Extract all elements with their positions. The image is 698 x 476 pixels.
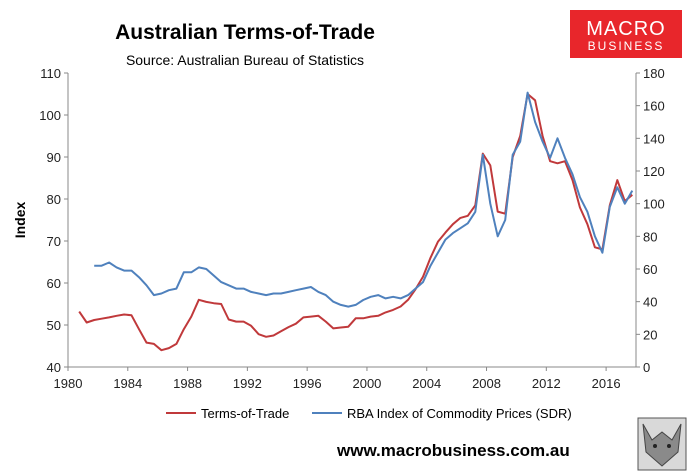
series-layer: [78, 91, 634, 352]
right-axis-ticks: 0 20 40 60 80 100 120 140 160 180: [636, 66, 665, 375]
logo-background: [570, 10, 682, 58]
right-tick-label: 40: [643, 295, 657, 310]
left-tick-label: 70: [47, 234, 61, 249]
x-axis-ticks: 1980 1984 1988 1992 1996 2000 2004 2008 2012 2016: [54, 367, 621, 391]
website-url: www.macrobusiness.com.au: [336, 441, 570, 460]
legend-label-rba-index: RBA Index of Commodity Prices (SDR): [347, 406, 572, 421]
right-tick-label: 140: [643, 131, 665, 146]
wolf-logo-icon: [637, 417, 687, 471]
left-axis-ticks: 40 50 60 70 80 90 100 110: [39, 66, 68, 375]
wolf-eye-left: [653, 444, 657, 448]
right-tick-label: 20: [643, 327, 657, 342]
wolf-head-shape: [642, 423, 682, 467]
x-tick-label: 2000: [352, 376, 381, 391]
right-tick-label: 100: [643, 197, 665, 212]
x-tick-label: 1988: [173, 376, 202, 391]
left-tick-label: 50: [47, 318, 61, 333]
y-axis-label: Index: [12, 202, 28, 239]
left-tick-label: 100: [39, 108, 61, 123]
left-tick-label: 40: [47, 360, 61, 375]
right-tick-label: 120: [643, 164, 665, 179]
logo-line1: MACRO: [586, 18, 665, 40]
left-tick-label: 60: [47, 276, 61, 291]
x-tick-label: 2008: [472, 376, 501, 391]
chart-title: Australian Terms-of-Trade: [115, 21, 375, 44]
legend: Terms-of-Trade RBA Index of Commodity Pr…: [166, 406, 572, 421]
x-tick-label: 1984: [113, 376, 142, 391]
x-tick-label: 1980: [54, 376, 83, 391]
left-tick-label: 80: [47, 192, 61, 207]
right-tick-label: 0: [643, 360, 650, 375]
right-tick-label: 80: [643, 229, 657, 244]
x-tick-label: 2012: [532, 376, 561, 391]
logo-line2: BUSINESS: [588, 39, 665, 53]
legend-label-terms-of-trade: Terms-of-Trade: [201, 406, 289, 421]
right-tick-label: 180: [643, 66, 665, 81]
wolf-eye-right: [667, 444, 671, 448]
macrobusiness-logo: MACRO BUSINESS: [570, 10, 682, 58]
plot-area: [67, 73, 637, 368]
x-tick-label: 1992: [233, 376, 262, 391]
series-line-rba-index: [94, 91, 634, 308]
left-tick-label: 90: [47, 150, 61, 165]
left-tick-label: 110: [40, 66, 61, 81]
series-line-terms-of-trade: [78, 93, 633, 352]
right-tick-label: 160: [643, 99, 665, 114]
x-tick-label: 1996: [293, 376, 322, 391]
x-tick-label: 2016: [592, 376, 621, 391]
chart-subtitle: Source: Australian Bureau of Statistics: [126, 52, 364, 68]
right-tick-label: 60: [643, 262, 657, 277]
x-tick-label: 2004: [412, 376, 441, 391]
